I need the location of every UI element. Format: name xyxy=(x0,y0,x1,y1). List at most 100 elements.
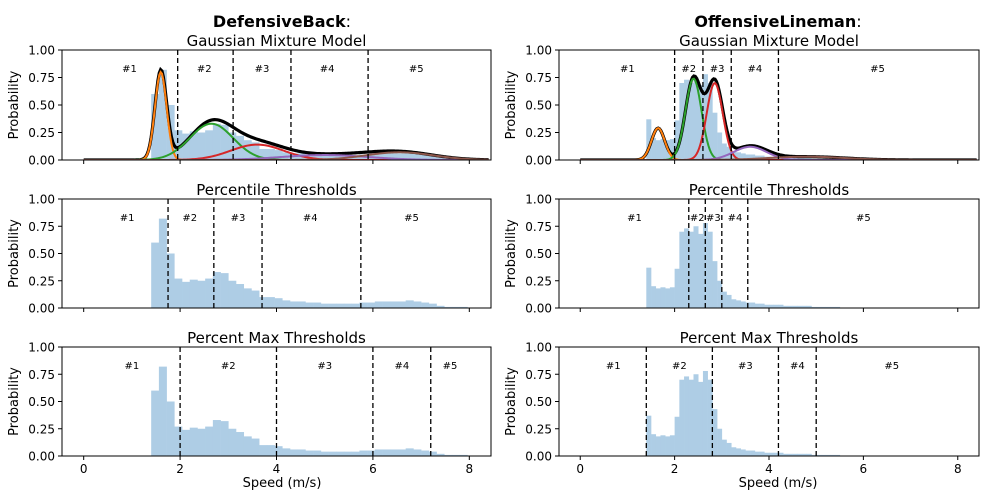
hist-bar xyxy=(665,436,671,456)
hist-bar xyxy=(236,432,245,456)
hist-bar xyxy=(297,301,306,308)
group-label: #5 xyxy=(884,361,899,372)
hist-bar xyxy=(750,154,756,160)
hist-bar xyxy=(359,450,368,456)
hist-bar xyxy=(158,366,167,456)
hist-bar xyxy=(390,301,399,308)
hist-bar xyxy=(212,272,221,308)
y-tick-label: 0.00 xyxy=(28,450,55,464)
hist-bar xyxy=(646,267,652,308)
mixture-curve xyxy=(83,66,489,160)
hist-bar xyxy=(773,452,779,456)
y-axis-label: Probability xyxy=(7,70,22,139)
hist-bar xyxy=(444,306,453,308)
hist-bar xyxy=(166,253,175,308)
hist-bar xyxy=(274,446,283,456)
hist-bar xyxy=(413,449,422,456)
hist-bar xyxy=(693,77,699,160)
hist-bar xyxy=(328,155,337,160)
x-tick-label: 0 xyxy=(80,462,88,476)
hist-bar xyxy=(830,306,836,308)
hist-bar xyxy=(243,288,252,308)
hist-bar xyxy=(740,301,746,308)
hist-bar xyxy=(405,448,414,456)
hist-bar xyxy=(413,153,422,160)
hist-bar xyxy=(367,450,376,456)
group-label: #5 xyxy=(404,213,419,224)
hist-bar xyxy=(343,303,352,308)
hist-bar xyxy=(328,303,337,308)
hist-bar xyxy=(320,451,329,456)
hist-bar xyxy=(802,305,808,308)
group-label: #2 xyxy=(197,64,212,75)
hist-bar xyxy=(721,439,727,456)
hist-bar xyxy=(251,142,260,160)
hist-bar xyxy=(444,454,453,456)
hist-bar xyxy=(750,302,756,308)
hist-bar xyxy=(266,149,275,160)
x-tick-label: 2 xyxy=(176,462,184,476)
hist-bar xyxy=(382,301,391,308)
hist-bar xyxy=(236,284,245,308)
hist-bar xyxy=(228,428,237,456)
hist-bar xyxy=(428,451,437,456)
group-label: #4 xyxy=(303,213,318,224)
hist-bar xyxy=(374,449,383,456)
hist-bar xyxy=(745,154,751,160)
hist-bar xyxy=(754,451,760,456)
y-tick-label: 0.50 xyxy=(28,247,55,261)
hist-bar xyxy=(806,157,812,160)
hist-bar xyxy=(759,451,765,456)
hist-bar xyxy=(205,130,214,160)
hist-bar xyxy=(151,94,160,160)
y-tick-label: 0.50 xyxy=(525,99,552,113)
hist-bar xyxy=(806,305,812,308)
hist-bar xyxy=(802,157,808,160)
hist-bar xyxy=(459,454,468,456)
y-tick-label: 0.25 xyxy=(525,126,552,140)
hist-bar xyxy=(688,83,694,160)
hist-bar xyxy=(731,447,737,456)
group-label: #3 xyxy=(255,64,270,75)
hist-bar xyxy=(820,306,826,308)
x-axis-label-right: Speed (m/s) xyxy=(739,476,818,490)
hist-bar xyxy=(787,453,793,456)
group-label: #4 xyxy=(320,64,335,75)
hist-bar xyxy=(712,409,718,456)
hist-bar xyxy=(816,454,822,456)
hist-bar xyxy=(382,449,391,456)
hist-bar xyxy=(721,291,727,308)
hist-bar xyxy=(787,305,793,308)
column-title-suffix: : xyxy=(856,12,861,31)
hist-bar xyxy=(182,133,191,160)
panel-4: #1 #2 #3 #4 #5 Percentile Thresholds 0.00 0.25 0… xyxy=(504,181,980,316)
hist-bar xyxy=(660,139,666,160)
hist-bar xyxy=(374,301,383,308)
hist-bar xyxy=(282,448,291,456)
hist-bar xyxy=(684,376,690,456)
hist-bar xyxy=(189,427,198,456)
hist-bar xyxy=(390,449,399,456)
panel-title: Percent Max Thresholds xyxy=(680,329,859,347)
hist-bar xyxy=(174,130,183,160)
hist-bar xyxy=(783,305,789,308)
panel-title: Gaussian Mixture Model xyxy=(679,32,859,50)
hist-bar xyxy=(679,379,685,456)
hist-bar xyxy=(806,453,812,456)
hist-bar xyxy=(674,416,680,456)
group-label: #3 xyxy=(738,361,753,372)
hist-bar xyxy=(182,429,191,456)
group-label: #5 xyxy=(856,213,871,224)
hist-bar xyxy=(651,138,657,160)
hist-bar xyxy=(228,132,237,160)
group-label: #4 xyxy=(728,213,743,224)
hist-bar xyxy=(305,302,314,308)
hist-bar xyxy=(769,304,775,308)
y-tick-label: 0.00 xyxy=(525,450,552,464)
hist-bar xyxy=(797,453,803,456)
hist-bar xyxy=(351,303,360,308)
hist-bar xyxy=(328,451,337,456)
panel-3: #1 #2 #3 #4 #5 Gaussian Mixture Model 0.00 0.25… xyxy=(504,32,980,168)
hist-bar xyxy=(651,434,657,456)
group-label: #5 xyxy=(870,64,885,75)
